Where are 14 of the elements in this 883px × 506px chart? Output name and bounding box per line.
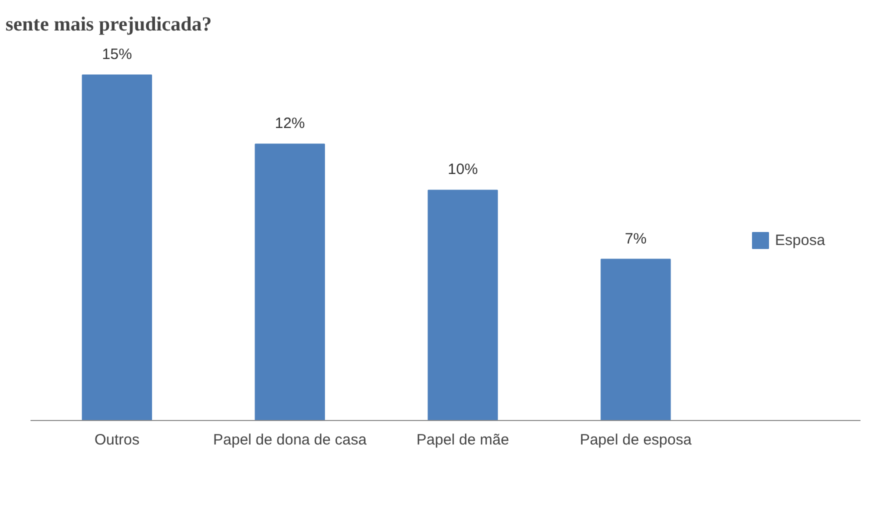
data-label: 12% <box>274 115 305 132</box>
data-label: 7% <box>624 230 647 248</box>
x-tick-label: Papel de dona de casa <box>213 432 368 448</box>
legend-label: Esposa <box>775 232 826 248</box>
bar <box>428 190 498 420</box>
data-label: 10% <box>448 161 478 178</box>
x-tick-label: Outros <box>94 432 140 448</box>
x-tick-label: Papel de esposa <box>580 432 692 448</box>
bar <box>600 258 671 420</box>
data-label: 15% <box>102 46 132 64</box>
bar <box>82 74 152 420</box>
chart-title: sente mais prejudicada? <box>6 14 212 36</box>
bar <box>254 144 325 420</box>
x-tick-label: Papel de mãe <box>416 432 510 448</box>
